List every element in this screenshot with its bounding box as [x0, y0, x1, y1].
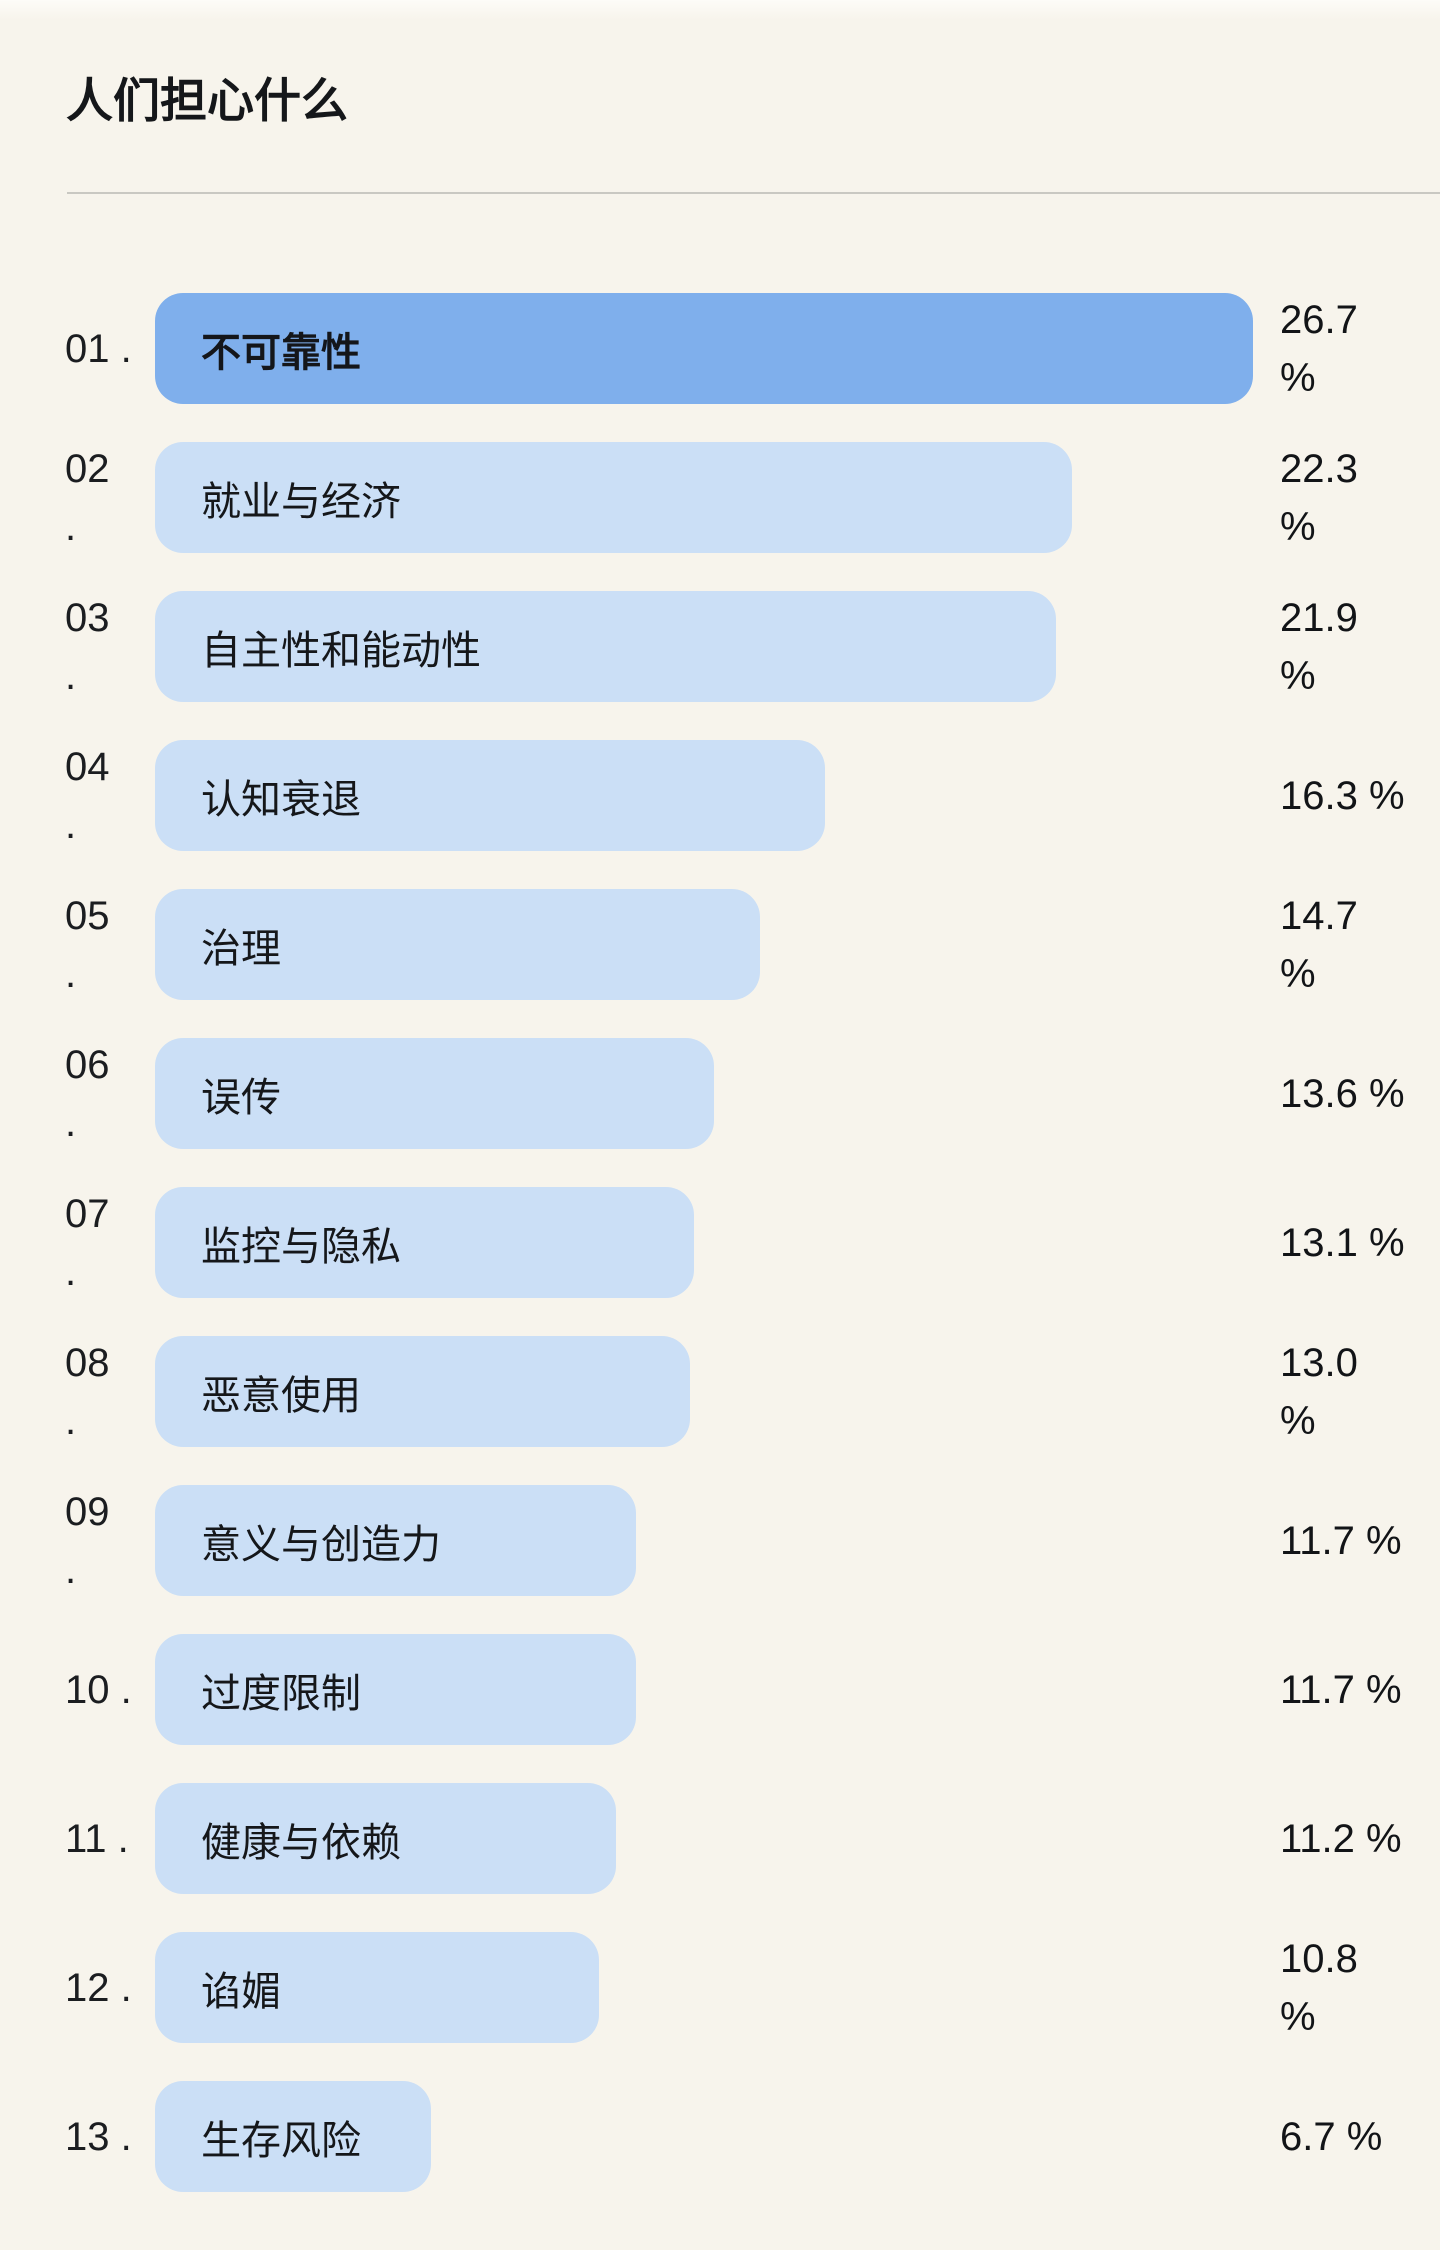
bar-track: 意义与创造力	[155, 1485, 1253, 1596]
rank-label: 10 .	[65, 1667, 132, 1712]
chart-row: 05 . 治理 14.7 %	[0, 889, 1440, 1000]
rank-label: 12 .	[65, 1965, 132, 2010]
bar-track: 治理	[155, 889, 1253, 1000]
rank-label: 11 .	[65, 1816, 129, 1861]
value-label: 13.0 %	[1280, 1340, 1358, 1443]
rank-label: 07 .	[65, 1191, 110, 1294]
bar-track: 监控与隐私	[155, 1187, 1253, 1298]
bar-track: 谄媚	[155, 1932, 1253, 2043]
bar: 生存风险	[155, 2081, 431, 2192]
value-label: 11.7 %	[1280, 1667, 1402, 1712]
page-title: 人们担心什么	[66, 74, 348, 127]
bar-label: 监控与隐私	[201, 1224, 401, 1269]
bar: 监控与隐私	[155, 1187, 694, 1298]
bar-track: 过度限制	[155, 1634, 1253, 1745]
bar: 谄媚	[155, 1932, 600, 2043]
bar-track: 自主性和能动性	[155, 591, 1253, 702]
rank-label: 09 .	[65, 1489, 110, 1592]
chart-row: 04 . 认知衰退 16.3 %	[0, 740, 1440, 851]
rank-label: 01 .	[65, 326, 132, 371]
chart-row: 07 . 监控与隐私 13.1 %	[0, 1187, 1440, 1298]
value-label: 16.3 %	[1280, 773, 1405, 818]
rank-label: 13 .	[65, 2114, 132, 2159]
bar-label: 不可靠性	[201, 330, 361, 375]
rank-label: 08 .	[65, 1340, 110, 1443]
value-label: 11.7 %	[1280, 1518, 1402, 1563]
chart-row: 09 . 意义与创造力 11.7 %	[0, 1485, 1440, 1596]
bar: 健康与依赖	[155, 1783, 616, 1894]
bar: 过度限制	[155, 1634, 637, 1745]
bar-chart: 01 . 不可靠性 26.7 % 02 . 就业与经济 22.3 % 03 . …	[0, 293, 1440, 2192]
bar-label: 生存风险	[201, 2118, 361, 2163]
rank-label: 04 .	[65, 744, 110, 847]
bar: 意义与创造力	[155, 1485, 637, 1596]
rank-label: 02 .	[65, 446, 110, 549]
chart-row: 03 . 自主性和能动性 21.9 %	[0, 591, 1440, 702]
bar-track: 不可靠性	[155, 293, 1253, 404]
chart-row: 13 . 生存风险 6.7 %	[0, 2081, 1440, 2192]
chart-row: 10 . 过度限制 11.7 %	[0, 1634, 1440, 1745]
bar: 恶意使用	[155, 1336, 690, 1447]
chart-row: 12 . 谄媚 10.8 %	[0, 1932, 1440, 2043]
chart-row: 06 . 误传 13.6 %	[0, 1038, 1440, 1149]
bar-label: 健康与依赖	[201, 1820, 401, 1865]
value-label: 21.9 %	[1280, 595, 1358, 698]
bar: 误传	[155, 1038, 715, 1149]
top-fade	[0, 0, 1440, 20]
bar-track: 认知衰退	[155, 740, 1253, 851]
value-label: 13.1 %	[1280, 1220, 1405, 1265]
bar: 就业与经济	[155, 442, 1073, 553]
bar-track: 恶意使用	[155, 1336, 1253, 1447]
bar-label: 就业与经济	[201, 479, 401, 524]
chart-row: 11 . 健康与依赖 11.2 %	[0, 1783, 1440, 1894]
bar-label: 认知衰退	[201, 777, 361, 822]
rank-label: 03 .	[65, 595, 110, 698]
value-label: 13.6 %	[1280, 1071, 1405, 1116]
value-label: 10.8 %	[1280, 1936, 1358, 2039]
bar-label: 谄媚	[201, 1969, 281, 2014]
chart-row: 08 . 恶意使用 13.0 %	[0, 1336, 1440, 1447]
bar-track: 生存风险	[155, 2081, 1253, 2192]
bar: 认知衰退	[155, 740, 826, 851]
chart-row: 02 . 就业与经济 22.3 %	[0, 442, 1440, 553]
bar-label: 误传	[201, 1075, 281, 1120]
value-label: 14.7 %	[1280, 893, 1358, 996]
bar-label: 过度限制	[201, 1671, 361, 1716]
bar-label: 自主性和能动性	[201, 628, 481, 673]
chart-row: 01 . 不可靠性 26.7 %	[0, 293, 1440, 404]
value-label: 11.2 %	[1280, 1816, 1402, 1861]
value-label: 6.7 %	[1280, 2114, 1383, 2159]
rank-label: 05 .	[65, 893, 110, 996]
bar: 不可靠性	[155, 293, 1253, 404]
bar: 自主性和能动性	[155, 591, 1056, 702]
value-label: 26.7 %	[1280, 297, 1358, 400]
bar: 治理	[155, 889, 760, 1000]
divider	[67, 192, 1440, 194]
value-label: 22.3 %	[1280, 446, 1358, 549]
bar-track: 误传	[155, 1038, 1253, 1149]
bar-label: 意义与创造力	[201, 1522, 441, 1567]
bar-label: 恶意使用	[201, 1373, 361, 1418]
rank-label: 06 .	[65, 1042, 110, 1145]
bar-track: 健康与依赖	[155, 1783, 1253, 1894]
bar-label: 治理	[201, 926, 281, 971]
bar-track: 就业与经济	[155, 442, 1253, 553]
